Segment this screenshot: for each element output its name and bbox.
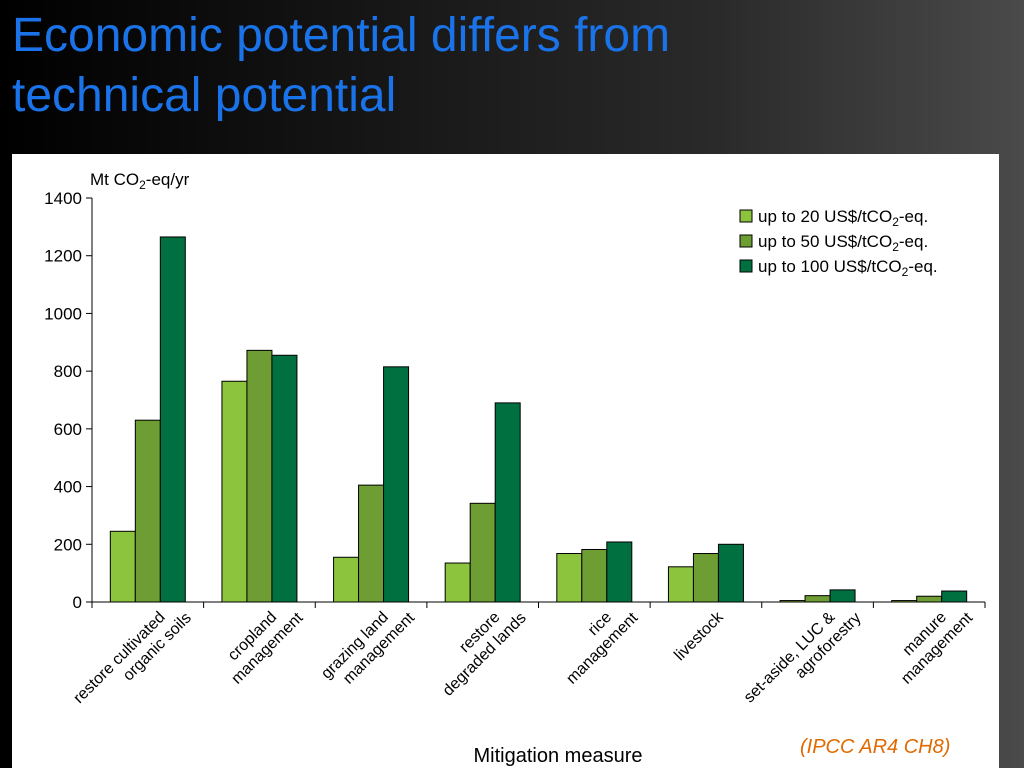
x-tick-label: croplandmanagement <box>215 596 307 688</box>
bar <box>667 566 694 603</box>
bar-chart: Mt CO2-eq/yr 0 200 400 600 800 1000 1200 1400 res… <box>44 170 986 767</box>
y-tick-label: 0 <box>73 593 82 612</box>
source-citation: (IPCC AR4 CH8) <box>800 736 951 758</box>
y-tick-label: 600 <box>54 420 82 439</box>
legend-label: up to 20 US$/tCO2-eq. <box>758 207 928 229</box>
bar <box>891 600 918 603</box>
x-tick-label: livestock <box>671 608 727 664</box>
x-tick-label: restoredegraded lands <box>426 596 529 699</box>
x-tick-label: manuremanagement <box>885 596 977 688</box>
y-tick-label: 1200 <box>44 247 82 266</box>
bar <box>717 543 744 603</box>
y-tick-label: 200 <box>54 535 82 554</box>
x-tick-label: restore cultivatedorganic soils <box>70 596 194 720</box>
bar <box>829 589 856 603</box>
x-tick-label: grazing landmanagement <box>318 596 418 696</box>
bar <box>134 419 161 603</box>
bar <box>804 595 831 603</box>
x-axis-label: Mitigation measure <box>474 745 643 767</box>
y-tick-label: 800 <box>54 362 82 381</box>
bar <box>271 354 298 603</box>
legend-swatch <box>739 259 753 273</box>
bar <box>444 562 471 603</box>
bar <box>358 484 385 603</box>
slide-title-line-1: Economic potential differs from <box>12 9 671 62</box>
bar <box>383 366 410 603</box>
y-axis-label: Mt CO2-eq/yr <box>90 170 190 192</box>
bar <box>779 600 806 603</box>
bar <box>916 595 943 603</box>
legend-swatch <box>739 234 753 248</box>
bar <box>159 236 186 603</box>
bar <box>494 402 521 603</box>
slide-title-line-2: technical potential <box>12 69 397 122</box>
y-tick-label: 1000 <box>44 304 82 323</box>
bar <box>333 556 360 603</box>
bar <box>221 380 248 603</box>
slide-title: Economic potential differs from technica… <box>12 6 1012 126</box>
x-tick-label: set-aside, LUC &agroforestry <box>741 596 865 720</box>
legend-swatch <box>739 209 753 223</box>
bar <box>109 530 136 603</box>
bar <box>692 553 719 603</box>
bar <box>556 553 583 603</box>
bar <box>606 541 633 603</box>
y-tick-label: 1400 <box>44 189 82 208</box>
bar <box>469 502 496 603</box>
bar <box>581 548 608 603</box>
legend-label: up to 100 US$/tCO2-eq. <box>758 257 938 279</box>
legend-label: up to 50 US$/tCO2-eq. <box>758 232 928 254</box>
chart-panel: Mt CO2-eq/yr 0 200 400 600 800 1000 1200 1400 res… <box>12 154 999 768</box>
bar <box>246 349 273 603</box>
y-tick-label: 400 <box>54 478 82 497</box>
x-tick-label: ricemanagement <box>550 596 642 688</box>
bar <box>941 590 968 603</box>
